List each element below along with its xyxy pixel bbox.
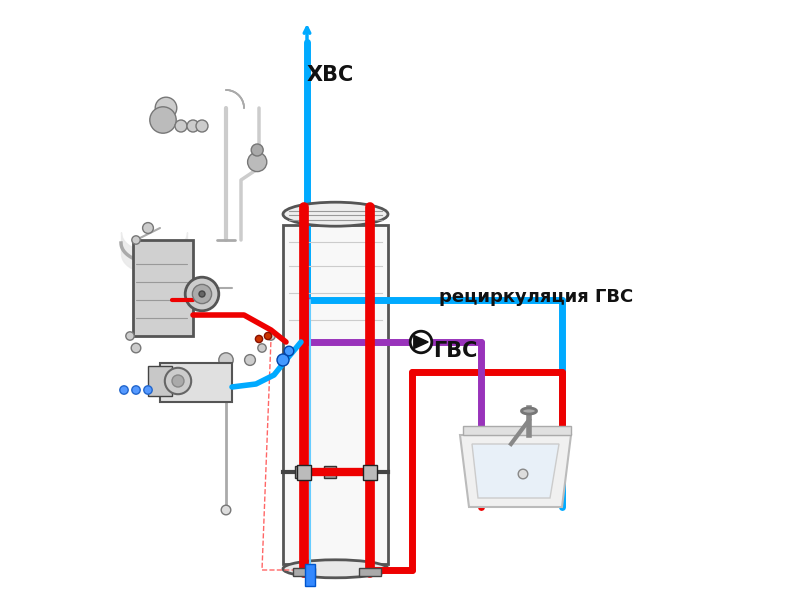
Circle shape bbox=[196, 120, 208, 132]
Bar bbox=[463, 426, 571, 435]
Circle shape bbox=[277, 354, 289, 366]
Circle shape bbox=[219, 353, 234, 367]
Circle shape bbox=[518, 469, 528, 479]
Circle shape bbox=[410, 331, 432, 353]
Circle shape bbox=[132, 386, 140, 394]
Circle shape bbox=[221, 505, 231, 515]
Circle shape bbox=[187, 120, 199, 132]
Circle shape bbox=[199, 291, 205, 297]
Text: рециркуляция ГВС: рециркуляция ГВС bbox=[439, 288, 634, 306]
Circle shape bbox=[165, 368, 191, 394]
Circle shape bbox=[185, 277, 219, 311]
Bar bbox=[283, 225, 388, 564]
Ellipse shape bbox=[283, 560, 388, 578]
Bar bbox=[359, 568, 381, 576]
Bar bbox=[293, 568, 314, 576]
Bar bbox=[295, 466, 307, 478]
Circle shape bbox=[120, 386, 128, 394]
Circle shape bbox=[255, 335, 262, 343]
Bar bbox=[362, 465, 378, 479]
Circle shape bbox=[266, 332, 275, 340]
Circle shape bbox=[264, 332, 272, 340]
Text: ХВС: ХВС bbox=[307, 65, 354, 85]
Circle shape bbox=[248, 152, 267, 172]
Polygon shape bbox=[472, 444, 559, 498]
Bar bbox=[305, 564, 315, 586]
Circle shape bbox=[193, 284, 211, 304]
Text: ГВС: ГВС bbox=[433, 341, 478, 361]
Ellipse shape bbox=[283, 202, 388, 226]
Circle shape bbox=[172, 375, 184, 387]
Circle shape bbox=[175, 120, 187, 132]
Circle shape bbox=[144, 386, 152, 394]
Circle shape bbox=[284, 346, 294, 356]
Circle shape bbox=[132, 236, 140, 244]
Circle shape bbox=[258, 344, 266, 352]
Polygon shape bbox=[414, 335, 428, 349]
Polygon shape bbox=[460, 435, 571, 507]
Ellipse shape bbox=[522, 408, 537, 414]
Bar bbox=[297, 465, 311, 479]
Bar bbox=[323, 466, 335, 478]
Circle shape bbox=[251, 144, 263, 156]
Circle shape bbox=[142, 223, 154, 233]
Bar bbox=[364, 466, 376, 478]
Circle shape bbox=[150, 107, 176, 133]
Bar bbox=[133, 240, 193, 336]
Bar bbox=[160, 363, 232, 402]
Circle shape bbox=[126, 332, 134, 340]
Circle shape bbox=[131, 343, 141, 353]
Circle shape bbox=[155, 97, 177, 119]
Bar bbox=[148, 366, 172, 396]
Circle shape bbox=[245, 355, 255, 365]
